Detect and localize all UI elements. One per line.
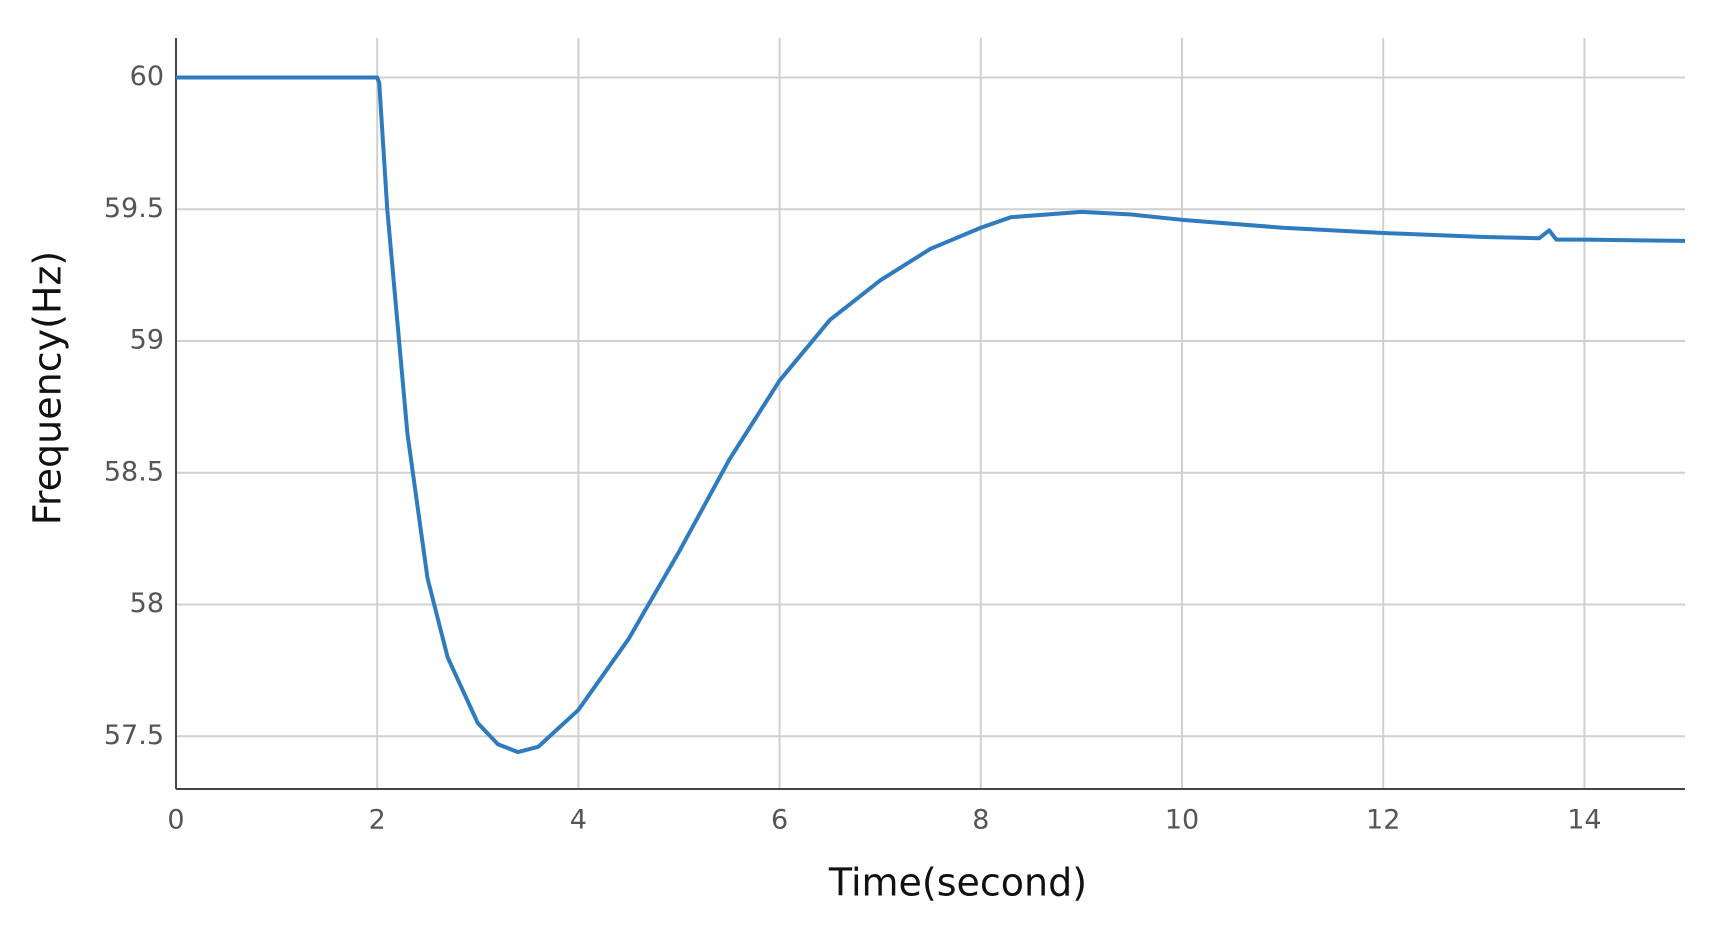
y-tick-label: 58 — [130, 588, 164, 619]
y-tick-label: 60 — [130, 61, 164, 92]
x-tick-label: 4 — [570, 805, 587, 836]
y-tick-label: 57.5 — [104, 720, 164, 751]
x-tick-label: 2 — [369, 805, 386, 836]
y-tick-label: 59.5 — [104, 193, 164, 224]
x-tick-label: 12 — [1366, 805, 1400, 836]
x-tick-label: 0 — [167, 805, 184, 836]
x-tick-label: 14 — [1567, 805, 1601, 836]
x-axis-title: Time(second) — [828, 861, 1087, 905]
x-tick-label: 6 — [771, 805, 788, 836]
y-tick-label: 58.5 — [104, 456, 164, 487]
x-tick-label: 8 — [972, 805, 989, 836]
x-tick-label: 10 — [1165, 805, 1199, 836]
y-axis-title: Frequency(Hz) — [26, 251, 70, 525]
line-series — [176, 75, 1686, 755]
y-tick-label: 59 — [130, 325, 164, 356]
